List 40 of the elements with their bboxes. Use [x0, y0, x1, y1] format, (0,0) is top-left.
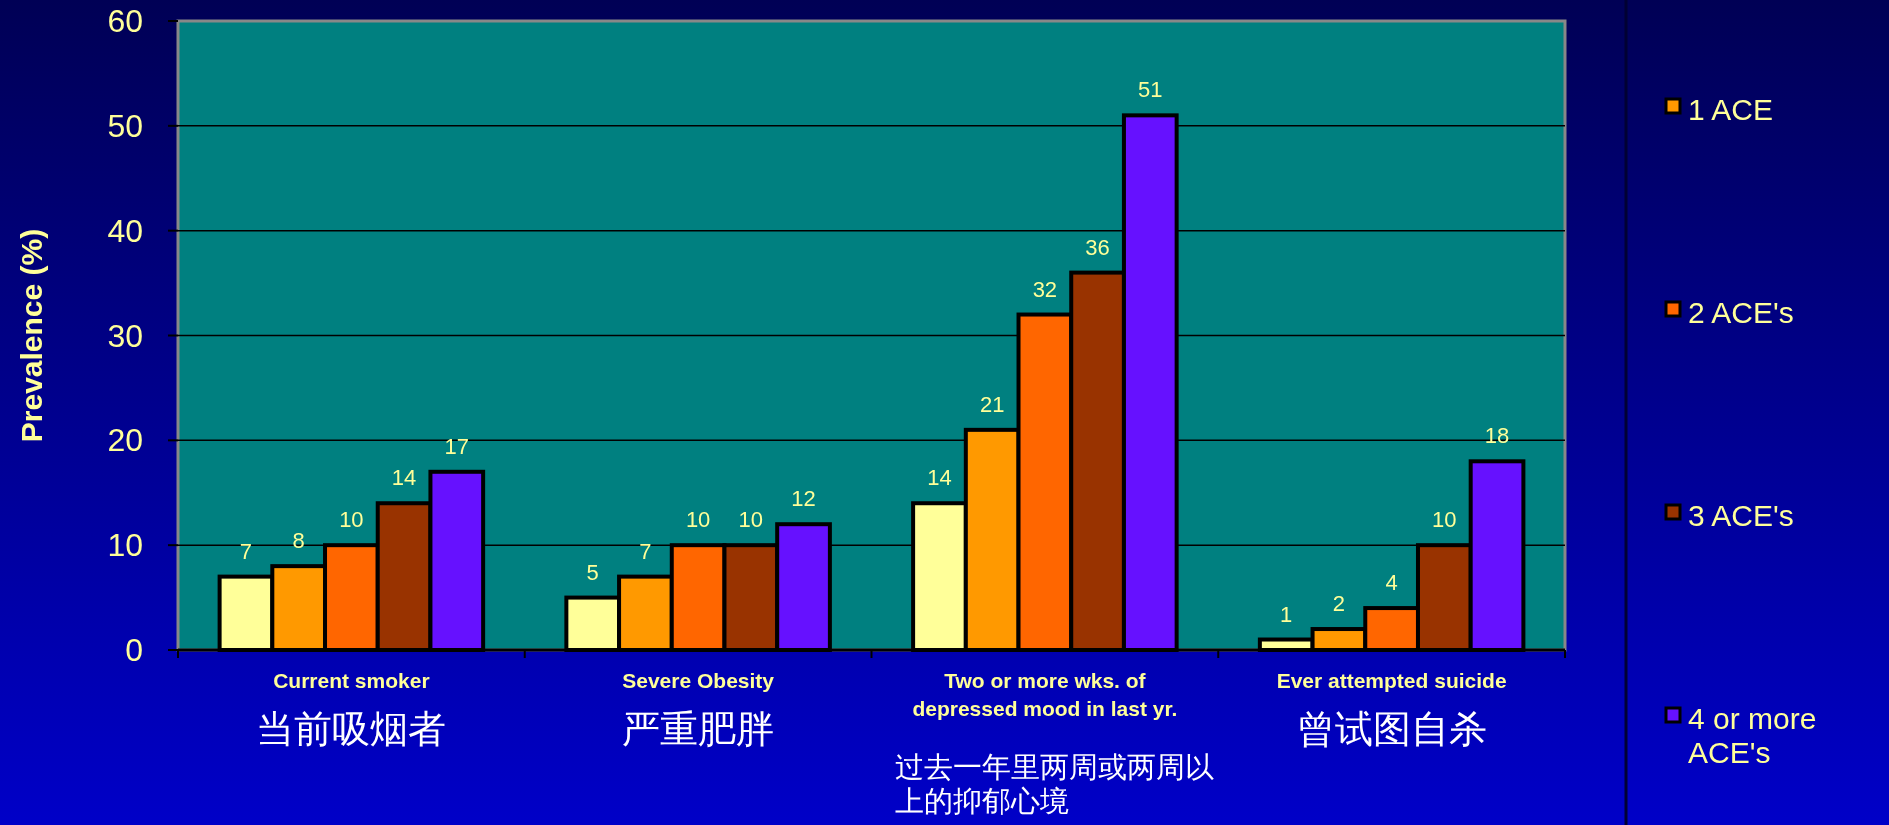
- x-tick-label: Current smoker: [273, 669, 430, 692]
- y-tick-label: 60: [107, 3, 143, 39]
- data-label: 4: [1385, 570, 1398, 596]
- y-tick-label: 0: [125, 632, 143, 668]
- data-label: 10: [1432, 507, 1457, 533]
- text: 过去一年里两周或两周以上的抑郁心境: [894, 750, 1214, 818]
- data-label: 2: [1332, 591, 1346, 617]
- legend-label: 1 ACE: [1688, 93, 1774, 126]
- y-tick-label: 20: [107, 422, 143, 459]
- data-label: 10: [738, 507, 764, 533]
- data-label: 10: [339, 507, 364, 533]
- y-tick-label: 10: [107, 527, 143, 564]
- data-label: 10: [685, 507, 711, 533]
- data-label: 21: [979, 391, 1005, 417]
- y-tick-label: 40: [107, 212, 143, 249]
- data-label: 36: [1085, 234, 1110, 260]
- data-label: 12: [791, 486, 816, 512]
- data-label: 7: [639, 538, 652, 564]
- legend-label: 2 ACE's: [1688, 296, 1794, 329]
- legend-label: 3 ACE's: [1688, 499, 1794, 532]
- x-tick-label: Two or more wks. of depressed mood in last yr.: [912, 669, 1178, 720]
- data-label: 14: [391, 465, 417, 491]
- data-label: 17: [444, 433, 470, 459]
- y-axis-title: Prevalence (%): [15, 228, 48, 443]
- text: 曾试图自杀: [1296, 707, 1487, 751]
- data-label: 8: [292, 528, 305, 554]
- x-tick-label: Ever attempted suicide: [1276, 669, 1507, 692]
- data-label: 1: [1280, 601, 1293, 627]
- x-tick-label: Severe Obesity: [622, 669, 775, 692]
- text: 当前吸烟者: [256, 707, 447, 751]
- data-label: 51: [1138, 77, 1163, 103]
- y-tick-label: 50: [107, 107, 143, 144]
- legend-label: 4 or more ACE's: [1688, 702, 1817, 769]
- y-tick-label: 30: [107, 317, 143, 354]
- data-label: 5: [586, 559, 599, 585]
- data-label: 32: [1032, 276, 1058, 302]
- data-label: 7: [239, 538, 253, 564]
- data-label: 18: [1484, 423, 1510, 449]
- data-label: 14: [927, 465, 952, 491]
- text: 严重肥胖: [622, 707, 775, 751]
